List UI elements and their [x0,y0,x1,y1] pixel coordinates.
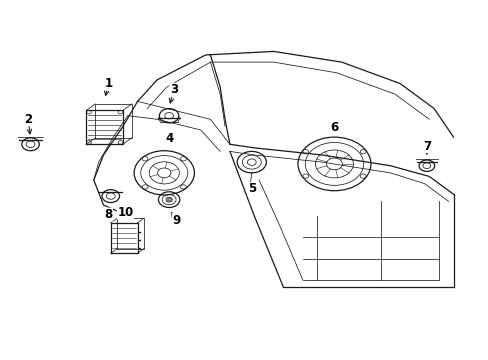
Text: 7: 7 [422,140,430,153]
Text: 4: 4 [164,132,173,145]
Text: 10: 10 [117,206,133,219]
Text: 5: 5 [247,183,255,195]
Text: 6: 6 [330,121,338,134]
Text: 1: 1 [104,77,112,90]
Text: 8: 8 [104,208,112,221]
Text: 3: 3 [170,84,178,96]
Text: 2: 2 [24,113,32,126]
Text: 9: 9 [172,213,180,226]
